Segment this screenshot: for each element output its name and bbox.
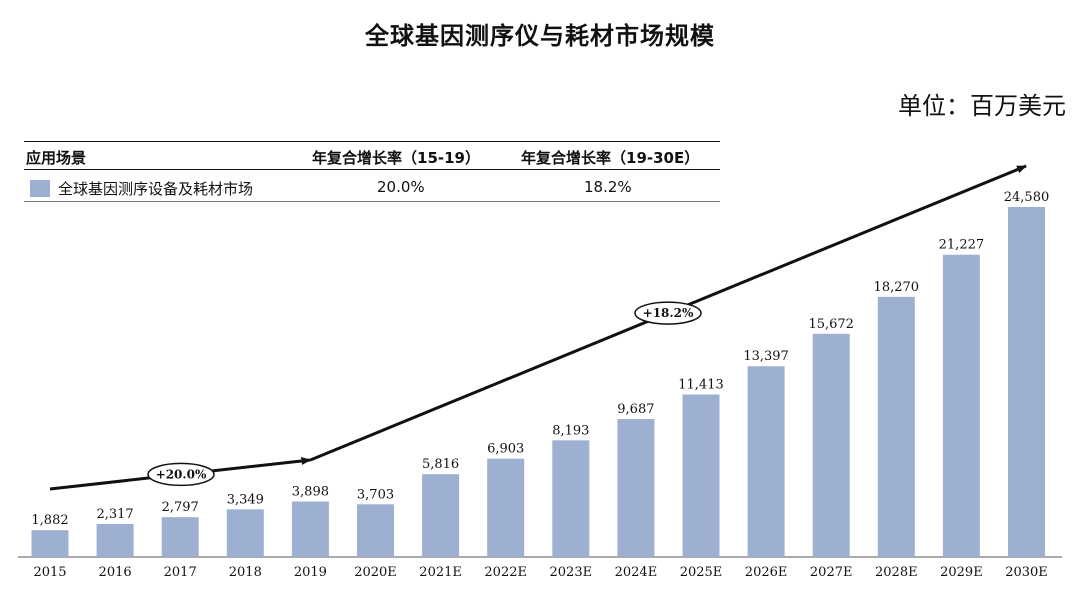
bar-2030E [1008, 207, 1045, 557]
bar-2024E [617, 419, 655, 557]
value-label-2023E: 8,193 [552, 423, 589, 438]
x-tick-label-2021E: 2021E [419, 565, 462, 580]
value-label-2020E: 3,703 [357, 487, 394, 502]
chart-title: 全球基因测序仪与耗材市场规模 [365, 22, 715, 50]
cagr-label-2: +18.2% [643, 306, 694, 320]
x-tick-label-2020E: 2020E [354, 565, 397, 580]
cagr-bubble-1 [147, 462, 215, 487]
table-rule-top [24, 141, 720, 142]
value-label-2016: 2,317 [96, 507, 133, 522]
value-label-2029E: 21,227 [939, 238, 985, 253]
legend-swatch [30, 180, 50, 197]
value-label-2026E: 13,397 [743, 349, 789, 364]
bar-2029E [942, 254, 980, 558]
bar-2023E [552, 440, 590, 557]
x-tick-label-2024E: 2024E [615, 565, 658, 580]
value-label-2018: 3,349 [227, 492, 264, 507]
value-label-2024E: 9,687 [617, 402, 654, 417]
value-label-2022E: 6,903 [487, 442, 524, 457]
cagr-bubble-2 [634, 301, 702, 325]
x-tick-label-2015: 2015 [33, 565, 66, 580]
value-label-2015: 1,882 [31, 513, 68, 528]
header-cagr-19-30: 年复合增长率（19-30E） [521, 149, 700, 167]
value-label-2021E: 5,816 [422, 457, 459, 472]
value-label-2030E: 24,580 [1004, 190, 1050, 205]
bar-2022E [487, 458, 525, 557]
x-tick-label-2027E: 2027E [810, 565, 853, 580]
x-tick-label-2028E: 2028E [875, 565, 918, 580]
bar-2015 [31, 530, 69, 557]
bar-2017 [161, 517, 199, 557]
row-label: 全球基因测序设备及耗材市场 [58, 180, 254, 198]
bar-2027E [812, 333, 850, 557]
value-label-2017: 2,797 [162, 500, 199, 515]
x-tick-label-2025E: 2025E [680, 565, 723, 580]
cagr-label-1: +20.0% [156, 467, 207, 481]
x-tick-label-2029E: 2029E [940, 565, 983, 580]
bar-2026E [747, 366, 785, 557]
bar-2020E [357, 504, 394, 557]
row-cagr-15-19: 20.0% [377, 178, 425, 196]
value-label-2025E: 11,413 [678, 377, 724, 392]
table-rule-bottom [24, 201, 720, 202]
x-tick-label-2022E: 2022E [484, 565, 527, 580]
x-tick-label-2017: 2017 [164, 565, 197, 580]
bar-2028E [877, 296, 915, 557]
bar-2019 [291, 501, 329, 557]
unit-label: 单位：百万美元 [898, 92, 1066, 120]
x-tick-label-2030E: 2030E [1005, 565, 1048, 580]
x-tick-label-2023E: 2023E [550, 565, 593, 580]
table-rule-mid [24, 169, 720, 170]
bar-2025E [682, 394, 720, 557]
bar-2021E [422, 474, 460, 557]
x-tick-label-2018: 2018 [229, 565, 262, 580]
x-tick-label-2026E: 2026E [745, 565, 788, 580]
bar-2018 [226, 509, 264, 557]
bar-2016 [96, 524, 134, 557]
header-scenario: 应用场景 [26, 149, 87, 167]
value-label-2027E: 15,672 [808, 317, 854, 332]
x-tick-label-2016: 2016 [99, 565, 132, 580]
header-cagr-15-19: 年复合增长率（15-19） [312, 149, 480, 167]
x-tick-label-2019: 2019 [294, 565, 327, 580]
value-label-2019: 3,898 [292, 484, 329, 499]
row-cagr-19-30: 18.2% [584, 178, 632, 196]
value-label-2028E: 18,270 [874, 280, 920, 295]
